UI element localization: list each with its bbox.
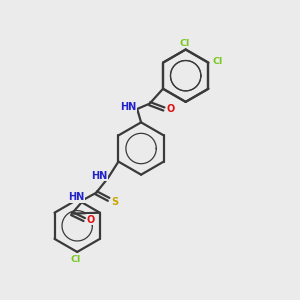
Text: O: O [87,214,95,224]
Text: HN: HN [120,102,136,112]
Text: HN: HN [92,171,108,181]
Text: Cl: Cl [212,57,222,66]
Text: Cl: Cl [70,255,81,264]
Text: S: S [112,197,119,207]
Text: HN: HN [68,192,84,202]
Text: O: O [166,104,175,114]
Text: Cl: Cl [179,38,189,47]
